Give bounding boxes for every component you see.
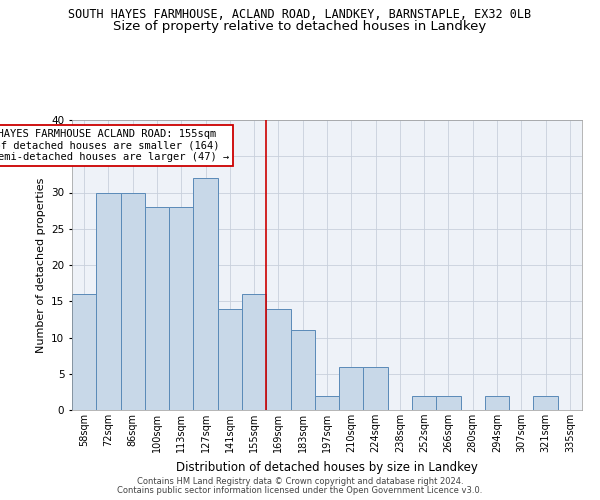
Bar: [339, 366, 364, 410]
X-axis label: Distribution of detached houses by size in Landkey: Distribution of detached houses by size …: [176, 460, 478, 473]
Bar: [193, 178, 218, 410]
Text: SOUTH HAYES FARMHOUSE ACLAND ROAD: 155sqm
← 78% of detached houses are smaller (: SOUTH HAYES FARMHOUSE ACLAND ROAD: 155sq…: [0, 128, 229, 162]
Bar: [266, 308, 290, 410]
Bar: [485, 396, 509, 410]
Bar: [436, 396, 461, 410]
Bar: [412, 396, 436, 410]
Bar: [533, 396, 558, 410]
Bar: [96, 192, 121, 410]
Text: SOUTH HAYES FARMHOUSE, ACLAND ROAD, LANDKEY, BARNSTAPLE, EX32 0LB: SOUTH HAYES FARMHOUSE, ACLAND ROAD, LAND…: [68, 8, 532, 20]
Y-axis label: Number of detached properties: Number of detached properties: [35, 178, 46, 352]
Bar: [169, 207, 193, 410]
Bar: [242, 294, 266, 410]
Bar: [145, 207, 169, 410]
Bar: [290, 330, 315, 410]
Bar: [315, 396, 339, 410]
Bar: [121, 192, 145, 410]
Text: Contains HM Land Registry data © Crown copyright and database right 2024.: Contains HM Land Registry data © Crown c…: [137, 477, 463, 486]
Bar: [218, 308, 242, 410]
Bar: [72, 294, 96, 410]
Text: Size of property relative to detached houses in Landkey: Size of property relative to detached ho…: [113, 20, 487, 33]
Text: Contains public sector information licensed under the Open Government Licence v3: Contains public sector information licen…: [118, 486, 482, 495]
Bar: [364, 366, 388, 410]
